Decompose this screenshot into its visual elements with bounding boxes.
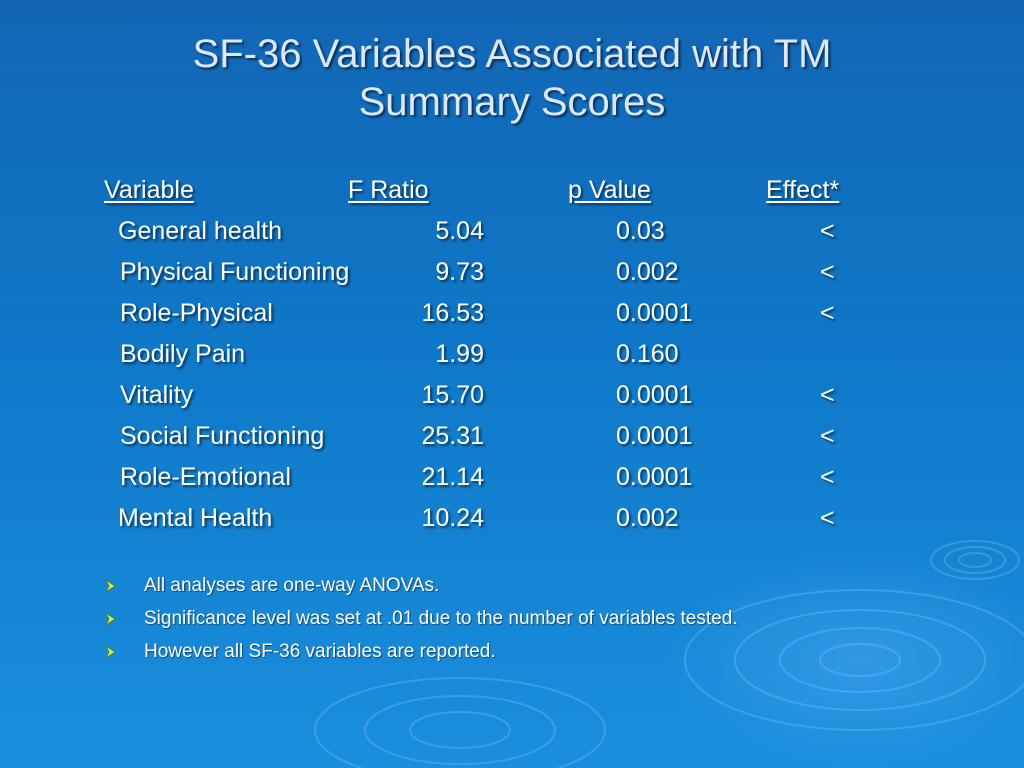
list-item: Significance level was set at .01 due to… [104, 607, 984, 640]
cell-effect: < [820, 463, 835, 491]
cell-f-ratio: 21.14 [421, 463, 484, 491]
slide-title-line-2: Summary Scores [358, 80, 666, 124]
cell-f-ratio: 16.53 [421, 299, 484, 327]
table-row: Bodily Pain 1.99 0.160 [0, 340, 1024, 381]
table-row: General health 5.04 0.03 < [0, 217, 1024, 258]
cell-f-ratio: 1.99 [435, 340, 484, 368]
cell-variable: General health [118, 217, 283, 245]
cell-variable: Mental Health [118, 504, 273, 532]
cell-p-value: 0.0001 [616, 463, 693, 491]
cell-f-ratio: 9.73 [435, 258, 484, 286]
table-row: Role-Emotional 21.14 0.0001 < [0, 463, 1024, 504]
table-row: Role-Physical 16.53 0.0001 < [0, 299, 1024, 340]
cell-p-value: 0.0001 [616, 299, 693, 327]
cell-p-value: 0.0001 [616, 422, 693, 450]
cell-variable: Role-Emotional [120, 463, 291, 491]
arrow-bullet-icon [104, 644, 116, 660]
cell-f-ratio: 25.31 [421, 422, 484, 450]
arrow-bullet-icon [104, 611, 116, 627]
note-text: However all SF-36 variables are reported… [144, 641, 496, 662]
cell-effect: < [820, 299, 835, 327]
table-row: Social Functioning 25.31 0.0001 < [0, 422, 1024, 463]
notes-list: All analyses are one-way ANOVAs. Signifi… [104, 574, 984, 673]
slide-title: SF-36 Variables Associated with TM Summa… [0, 30, 1024, 126]
results-table: Variable F Ratio p Value Effect* General… [0, 176, 1024, 545]
cell-effect: < [820, 217, 835, 245]
cell-p-value: 0.002 [616, 258, 679, 286]
cell-f-ratio: 15.70 [421, 381, 484, 409]
cell-variable: Physical Functioning [120, 258, 350, 286]
header-f-ratio: F Ratio [348, 176, 429, 204]
header-effect: Effect* [766, 176, 840, 204]
cell-effect: < [820, 504, 835, 532]
cell-variable: Social Functioning [120, 422, 325, 450]
cell-effect: < [820, 381, 835, 409]
cell-variable: Vitality [120, 381, 194, 409]
arrow-bullet-icon [104, 578, 116, 594]
cell-p-value: 0.0001 [616, 381, 693, 409]
header-p-value: p Value [568, 176, 651, 204]
table-header-row: Variable F Ratio p Value Effect* [0, 176, 1024, 217]
cell-variable: Bodily Pain [120, 340, 246, 368]
list-item: All analyses are one-way ANOVAs. [104, 574, 984, 607]
cell-p-value: 0.03 [616, 217, 665, 245]
cell-f-ratio: 5.04 [435, 217, 484, 245]
table-row: Physical Functioning 9.73 0.002 < [0, 258, 1024, 299]
cell-effect: < [820, 258, 835, 286]
table-row: Mental Health 10.24 0.002 < [0, 504, 1024, 545]
note-text: All analyses are one-way ANOVAs. [144, 575, 440, 596]
header-variable: Variable [104, 176, 194, 204]
slide-title-line-1: SF-36 Variables Associated with TM [192, 32, 832, 76]
cell-p-value: 0.160 [616, 340, 679, 368]
note-text: Significance level was set at .01 due to… [144, 608, 738, 629]
table-row: Vitality 15.70 0.0001 < [0, 381, 1024, 422]
cell-effect: < [820, 422, 835, 450]
cell-variable: Role-Physical [120, 299, 273, 327]
cell-f-ratio: 10.24 [421, 504, 484, 532]
cell-p-value: 0.002 [616, 504, 679, 532]
list-item: However all SF-36 variables are reported… [104, 640, 984, 673]
